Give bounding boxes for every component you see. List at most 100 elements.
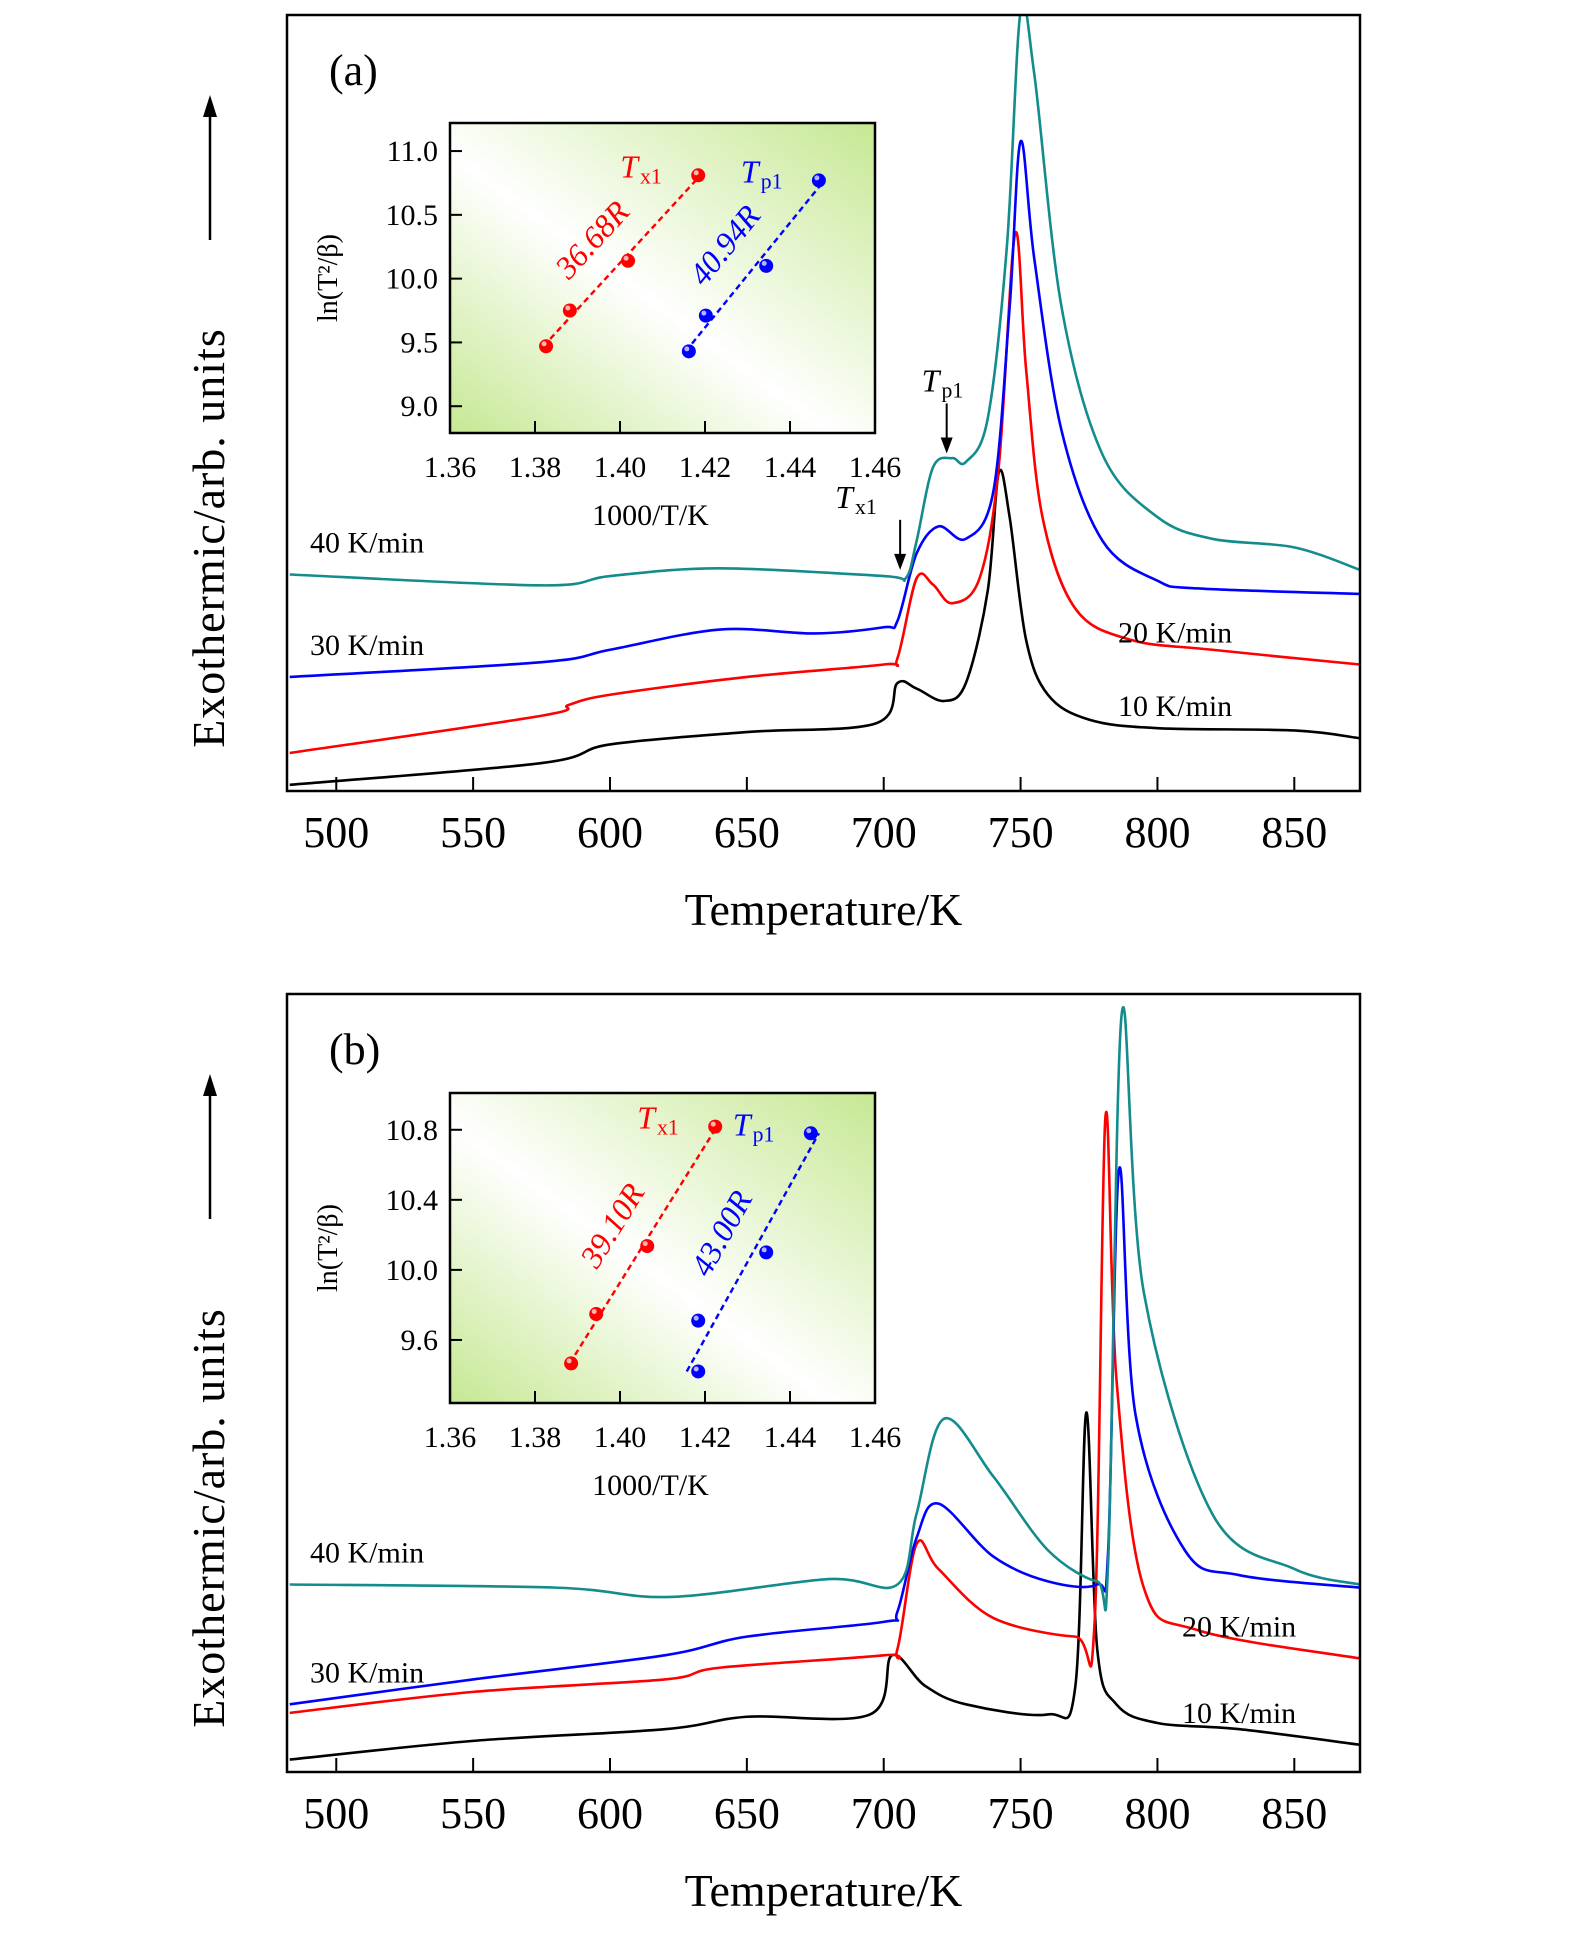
inset-data-point-highlight — [710, 1121, 716, 1127]
inset-x-tick-label: 1.38 — [509, 451, 562, 484]
x-tick-label: 550 — [440, 1789, 506, 1838]
y-axis-arrow-head-icon — [203, 95, 217, 117]
inset-x-tick-label: 1.36 — [424, 451, 477, 484]
subscript: p1 — [753, 1122, 775, 1146]
inset-data-point — [640, 1239, 655, 1254]
subscript: x1 — [855, 495, 877, 519]
inset-data-point-highlight — [684, 346, 690, 352]
inset-x-tick-label: 1.38 — [509, 1421, 562, 1454]
symbol: T — [922, 362, 942, 398]
inset-data-point-highlight — [565, 305, 571, 311]
inset-y-tick-label: 10.0 — [386, 263, 439, 296]
panel-b: 500 550 600 650 700 750 800 850 Temperature/K Exo… — [183, 992, 1362, 1916]
inset-frame — [448, 1091, 877, 1405]
inset-data-point-highlight — [693, 1366, 699, 1372]
inset-series-label: Tx1 — [620, 148, 662, 188]
x-tick-label: 700 — [851, 808, 917, 857]
x-axis-label: Temperature/K — [685, 884, 963, 935]
inset-data-point-highlight — [761, 260, 767, 266]
inset-data-point-highlight — [693, 170, 699, 176]
inset-data-point — [698, 308, 713, 323]
x-tick-label: 650 — [714, 808, 780, 857]
x-tick-label: 800 — [1124, 1789, 1190, 1838]
series-line-30-K-min — [289, 139, 1360, 679]
series-line-10-K-min — [289, 468, 1360, 787]
inset-y-tick-label: 11.0 — [387, 135, 438, 168]
series-label: 20 K/min — [1182, 1610, 1296, 1643]
inset-data-point — [589, 1307, 604, 1322]
annotation-arrow-down-icon — [940, 437, 953, 454]
inset-y-tick-label: 9.5 — [401, 326, 439, 359]
x-tick-label: 850 — [1261, 808, 1327, 857]
inset-data-point — [759, 258, 774, 273]
symbol: T — [733, 1106, 753, 1142]
inset-data-point-highlight — [761, 1247, 767, 1253]
inset-x-tick-label: 1.42 — [679, 451, 732, 484]
series-line-40-K-min — [289, 15, 1360, 587]
series-label: 10 K/min — [1118, 690, 1232, 723]
y-axis-label: Exothermic/arb. units — [183, 328, 234, 748]
inset-data-point — [708, 1119, 723, 1134]
x-tick-label: 700 — [851, 1789, 917, 1838]
inset-y-tick-label: 9.0 — [401, 390, 439, 423]
inset-y-tick-label: 10.8 — [386, 1114, 439, 1147]
series-line-20-K-min — [289, 230, 1360, 755]
subscript: x1 — [640, 164, 662, 188]
series-line-20-K-min — [289, 1111, 1360, 1715]
inset-x-tick-label: 1.42 — [679, 1421, 732, 1454]
x-tick-label: 650 — [714, 1789, 780, 1838]
inset-data-point-highlight — [591, 1309, 597, 1315]
inset-data-point-highlight — [693, 1315, 699, 1321]
axes-frame — [285, 13, 1362, 793]
inset-data-point — [759, 1245, 774, 1260]
inset-data-point-highlight — [806, 1128, 812, 1134]
inset-x-axis-label: 1000/T/K — [592, 499, 709, 532]
axes-frame — [285, 992, 1362, 1774]
inset-data-point — [562, 303, 577, 318]
inset-x-tick-label: 1.46 — [849, 1421, 902, 1454]
x-tick-label: 600 — [577, 808, 643, 857]
series-line-10-K-min — [289, 1411, 1360, 1761]
inset-x-tick-label: 1.36 — [424, 1421, 477, 1454]
series-label: 40 K/min — [310, 526, 424, 559]
y-axis-label: Exothermic/arb. units — [183, 1308, 234, 1728]
x-axis-label: Temperature/K — [685, 1865, 963, 1916]
inset-frame — [448, 121, 877, 435]
symbol: T — [741, 153, 761, 189]
subscript: p1 — [761, 169, 783, 193]
inset-fit-line — [568, 1125, 718, 1365]
inset-chart: 1.36 1.38 1.40 1.42 1.44 1.46 9.6 10.0 10.4 10.8 1… — [313, 1091, 902, 1502]
inset-data-point-highlight — [541, 341, 547, 347]
inset-series-label: Tp1 — [741, 153, 783, 193]
inset-data-point — [803, 1126, 818, 1141]
series-line-30-K-min — [289, 1166, 1360, 1706]
inset-y-tick-label: 10.4 — [386, 1184, 439, 1217]
inset-x-tick-label: 1.44 — [764, 451, 817, 484]
panel-label: (a) — [329, 46, 378, 95]
inset-data-point — [621, 253, 636, 268]
x-tick-label: 550 — [440, 808, 506, 857]
symbol: T — [835, 479, 855, 515]
inset-x-tick-label: 1.44 — [764, 1421, 817, 1454]
x-tick-label: 850 — [1261, 1789, 1327, 1838]
inset-fit-line — [685, 1132, 820, 1373]
inset-data-point — [691, 1364, 706, 1379]
inset-data-point — [691, 1313, 706, 1328]
series-label: 20 K/min — [1118, 617, 1232, 650]
inset-y-tick-label: 9.6 — [401, 1324, 439, 1357]
y-axis-arrow-head-icon — [203, 1074, 217, 1096]
x-tick-label: 750 — [988, 808, 1054, 857]
x-tick-label: 500 — [303, 1789, 369, 1838]
inset-chart: 1.36 1.38 1.40 1.42 1.44 1.46 9.0 9.5 10.0 10.5 11… — [313, 121, 901, 532]
inset-x-tick-label: 1.40 — [594, 1421, 647, 1454]
inset-y-tick-label: 10.0 — [386, 1254, 439, 1287]
annotation-arrow-down-icon — [894, 553, 907, 570]
symbol: T — [637, 1100, 657, 1136]
annotation-label: Tp1 — [922, 362, 964, 402]
inset-series-label: Tp1 — [733, 1106, 775, 1146]
symbol: T — [620, 148, 640, 184]
inset-data-point-highlight — [814, 175, 820, 181]
x-tick-label: 500 — [303, 808, 369, 857]
series-label: 30 K/min — [310, 1656, 424, 1689]
